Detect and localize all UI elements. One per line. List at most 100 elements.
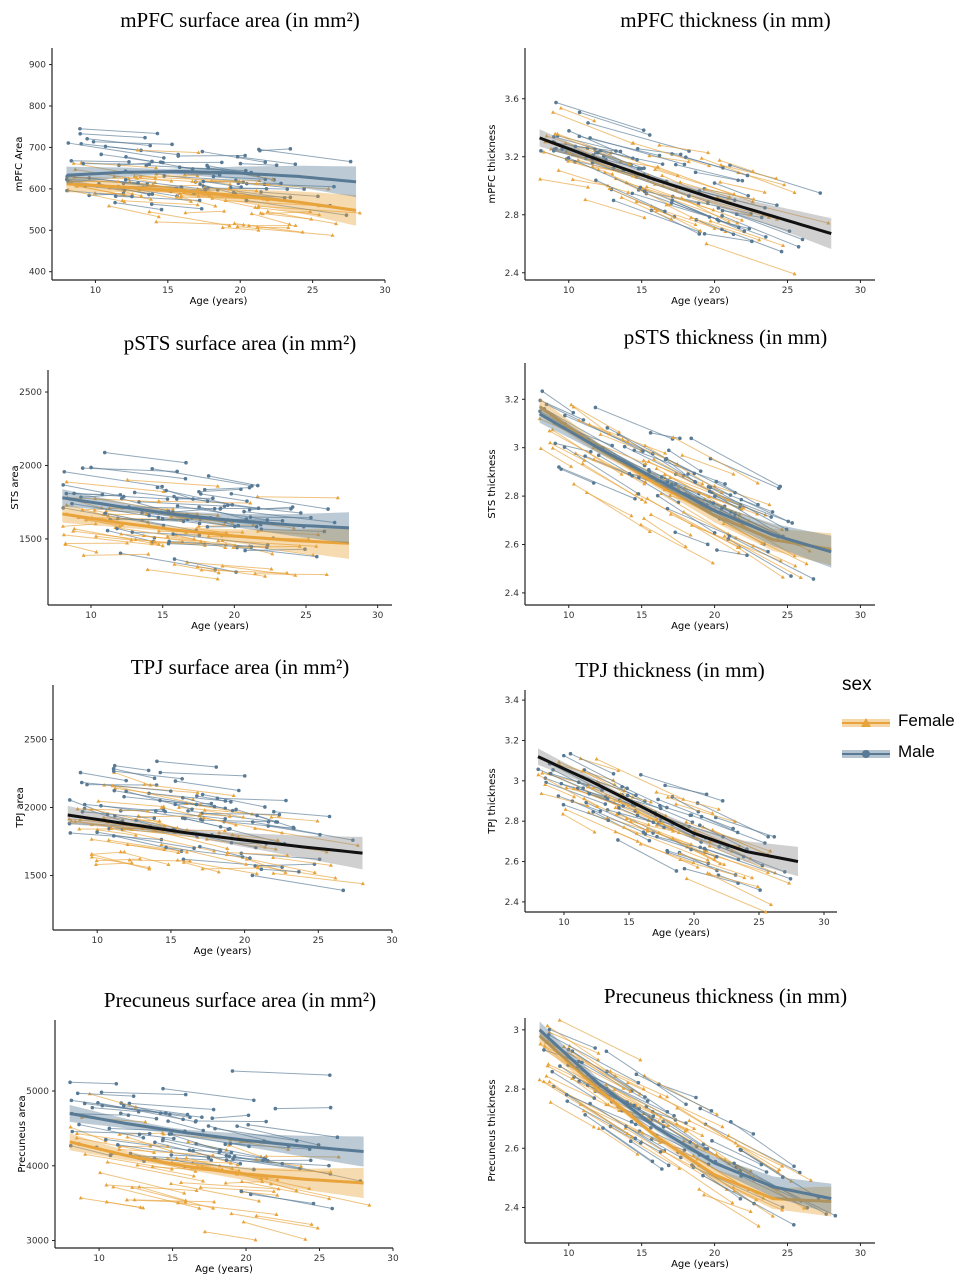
data-point xyxy=(74,1131,79,1136)
data-point xyxy=(147,1131,152,1136)
data-point xyxy=(71,161,76,165)
trajectory-line xyxy=(595,406,673,440)
data-point xyxy=(651,1114,656,1118)
data-point xyxy=(707,494,712,498)
x-axis-label: Age (years) xyxy=(671,1259,729,1270)
trajectory-line xyxy=(592,811,650,842)
data-point xyxy=(165,497,170,501)
data-point xyxy=(779,249,784,254)
data-point xyxy=(102,450,107,455)
data-point xyxy=(264,1154,269,1158)
data-point xyxy=(596,150,600,155)
data-point xyxy=(351,838,355,842)
data-point xyxy=(544,133,549,138)
data-point xyxy=(327,1196,332,1201)
data-point xyxy=(613,805,618,810)
trajectory-line xyxy=(723,523,807,565)
trajectory-line xyxy=(704,850,790,884)
y-tick-label: 3000 xyxy=(26,1237,49,1247)
data-point xyxy=(184,849,189,854)
trajectory-line xyxy=(657,495,715,534)
data-point xyxy=(643,832,648,836)
trajectory-line xyxy=(101,1091,186,1096)
data-point xyxy=(150,466,155,471)
data-point xyxy=(818,191,823,195)
data-point xyxy=(271,871,276,875)
data-point xyxy=(120,523,125,527)
trajectory-line xyxy=(228,1144,262,1158)
data-point xyxy=(254,524,259,529)
trajectory-line xyxy=(123,828,198,838)
trajectory-line xyxy=(204,809,244,818)
trajectory-line xyxy=(618,433,696,483)
data-point xyxy=(617,430,622,434)
data-point xyxy=(254,871,259,876)
trajectory-line xyxy=(684,868,739,884)
trajectory-line xyxy=(644,475,742,527)
data-point xyxy=(760,541,765,545)
data-point xyxy=(770,1213,775,1218)
data-point xyxy=(764,1170,769,1174)
trajectory-line xyxy=(711,1140,762,1166)
data-point xyxy=(678,436,682,441)
trajectory-line xyxy=(71,1113,129,1116)
x-tick-label: 25 xyxy=(782,286,793,296)
data-point xyxy=(538,409,542,414)
data-point xyxy=(232,221,237,225)
data-point xyxy=(673,162,678,167)
trajectory-line xyxy=(699,824,748,850)
trajectory-line xyxy=(192,1162,223,1170)
data-point xyxy=(547,1030,552,1034)
panel-precuneus-thickness: Precuneus thickness (in mm) 10 15 20 25 30 2.… xyxy=(480,978,971,1278)
trajectory-line xyxy=(203,180,242,188)
trajectory-line xyxy=(719,846,785,873)
data-point xyxy=(712,181,717,185)
data-point xyxy=(714,854,719,859)
trajectory-line xyxy=(544,784,575,798)
data-point xyxy=(616,838,620,842)
data-point xyxy=(792,190,797,194)
data-point xyxy=(138,856,143,861)
data-point xyxy=(636,1080,641,1085)
data-point xyxy=(694,1095,698,1100)
trajectory-line xyxy=(709,491,784,537)
x-tick-label: 30 xyxy=(387,1254,399,1264)
trajectory-line xyxy=(592,162,689,197)
data-point xyxy=(665,794,670,799)
data-point xyxy=(709,1109,714,1113)
data-point xyxy=(585,185,590,189)
data-point xyxy=(111,769,116,773)
data-point xyxy=(581,418,586,422)
trajectory-line xyxy=(697,802,769,838)
trajectory-line xyxy=(91,824,163,832)
trajectory-line xyxy=(264,183,334,188)
data-point xyxy=(681,1138,686,1143)
data-point xyxy=(554,100,558,105)
trajectory-line xyxy=(563,755,628,789)
data-point xyxy=(122,199,127,204)
data-point xyxy=(136,181,140,185)
data-point xyxy=(106,838,111,842)
trajectory-line xyxy=(87,138,151,147)
data-point xyxy=(631,173,636,178)
chart-title: Precuneus thickness (in mm) xyxy=(603,984,848,1008)
x-tick-label: 10 xyxy=(91,936,103,946)
data-point xyxy=(117,1144,122,1148)
data-point xyxy=(668,512,673,516)
data-point xyxy=(735,830,740,835)
trajectory-line xyxy=(76,185,152,200)
trajectory-line xyxy=(614,1089,695,1130)
trajectory-line xyxy=(596,1082,662,1118)
data-point xyxy=(112,174,117,179)
fit-line xyxy=(66,182,357,212)
data-point xyxy=(202,487,207,492)
trajectory-line xyxy=(171,516,233,523)
data-point xyxy=(683,1128,688,1133)
data-point xyxy=(104,1137,108,1142)
trajectory-line xyxy=(595,179,666,212)
trajectory-line xyxy=(543,151,613,175)
data-point xyxy=(116,179,121,184)
trajectory-line xyxy=(102,1105,202,1118)
data-point xyxy=(601,1126,605,1130)
